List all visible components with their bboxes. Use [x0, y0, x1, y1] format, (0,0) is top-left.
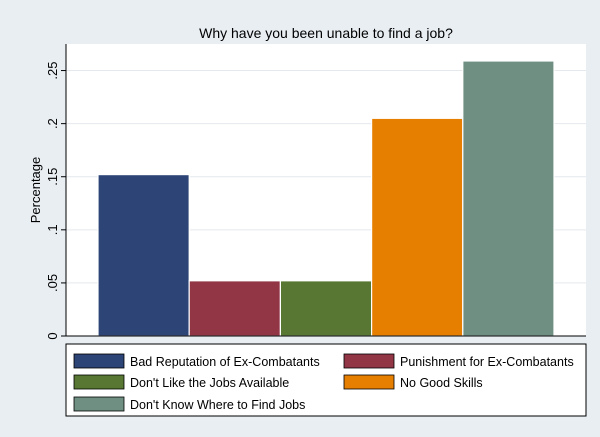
bar-4	[371, 117, 464, 337]
legend-swatch-4	[343, 374, 395, 390]
y-tick-label: .2	[45, 118, 60, 129]
legend-label-1: Bad Reputation of Ex-Combatants	[130, 355, 320, 369]
legend: Bad Reputation of Ex-Combatants Punishmen…	[73, 353, 574, 412]
bar-2	[188, 280, 281, 337]
y-axis-label: Percentage	[28, 157, 43, 224]
legend-swatch-3	[73, 374, 125, 390]
legend-swatch-2	[343, 353, 395, 369]
y-tick-label: .25	[45, 62, 60, 80]
legend-label-4: No Good Skills	[400, 376, 483, 390]
legend-swatch-1	[73, 353, 125, 369]
bar-1	[97, 174, 190, 337]
legend-label-2: Punishment for Ex-Combatants	[400, 355, 574, 369]
bar-5	[462, 60, 555, 337]
y-axis-ticks: 0 .05 .1 .15 .2 .25	[45, 62, 66, 340]
legend-box	[65, 343, 587, 417]
legend-label-5: Don't Know Where to Find Jobs	[130, 398, 305, 412]
y-tick-label: 0	[45, 332, 60, 339]
legend-swatch-5	[73, 396, 125, 412]
bars	[97, 60, 555, 337]
bar-3	[279, 280, 373, 337]
y-tick-label: .05	[45, 274, 60, 292]
legend-label-3: Don't Like the Jobs Available	[130, 376, 289, 390]
y-tick-label: .1	[45, 224, 60, 235]
chart-title: Why have you been unable to find a job?	[199, 25, 453, 41]
y-tick-label: .15	[45, 168, 60, 186]
